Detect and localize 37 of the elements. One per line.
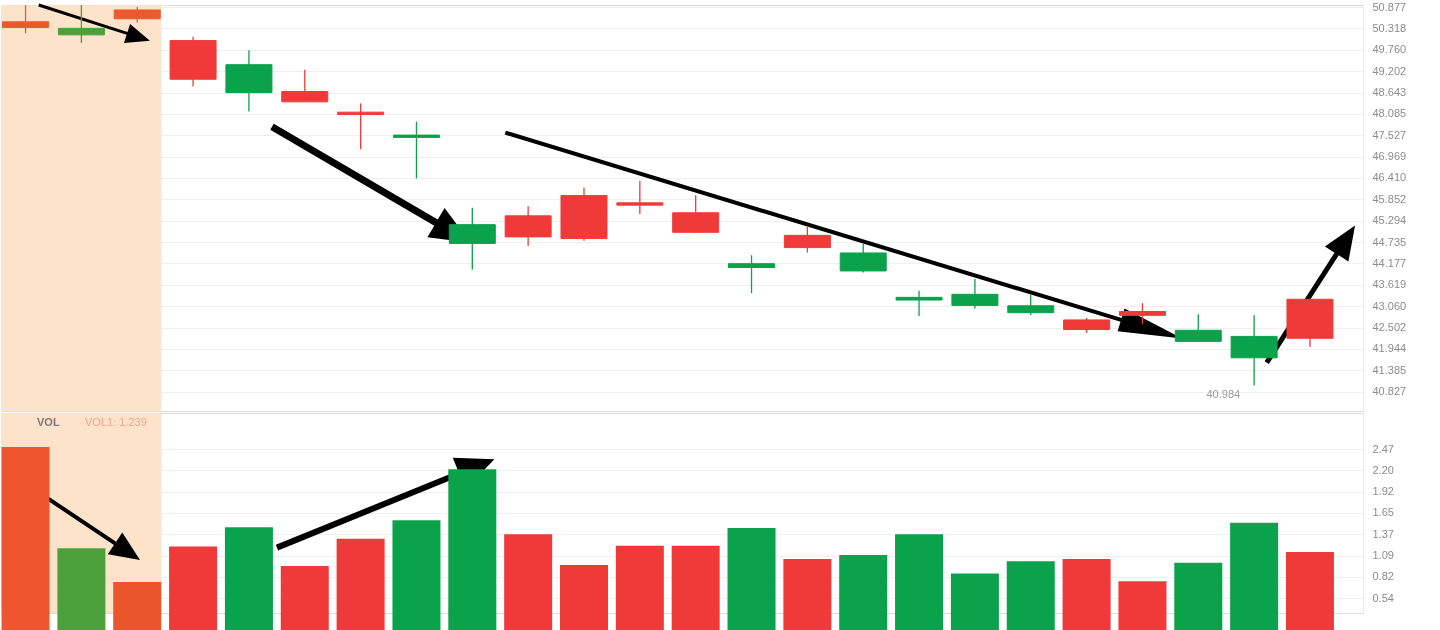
y-tick-label: 0.82 bbox=[1372, 570, 1394, 583]
candlestick bbox=[2, 4, 50, 34]
y-tick-label: 42.502 bbox=[1372, 321, 1407, 333]
candlestick bbox=[337, 102, 385, 150]
y-tick-label: 1.92 bbox=[1372, 485, 1394, 498]
y-tick-label: 44.177 bbox=[1372, 256, 1407, 269]
y-tick-label: 41.944 bbox=[1372, 342, 1407, 355]
y-tick-label: 40.827 bbox=[1372, 385, 1407, 398]
y-tick-label: 50.318 bbox=[1372, 21, 1407, 34]
y-tick-label: 49.202 bbox=[1372, 64, 1407, 77]
candlestick bbox=[57, 4, 105, 44]
annotation: 40.984 bbox=[1206, 387, 1241, 400]
annotation: VOL1: 1.239 bbox=[85, 416, 147, 428]
chart-title: VOL bbox=[37, 416, 60, 428]
y-tick-label: 45.852 bbox=[1372, 192, 1407, 205]
y-tick-label: 2.47 bbox=[1372, 442, 1394, 455]
y-tick-label: 1.37 bbox=[1372, 527, 1394, 540]
y-tick-label: 46.410 bbox=[1372, 171, 1407, 184]
y-tick-label: 1.65 bbox=[1372, 506, 1394, 519]
candlestick bbox=[895, 290, 943, 317]
y-tick-label: 46.969 bbox=[1372, 150, 1407, 163]
candlestick bbox=[616, 180, 664, 215]
y-tick-label: 49.760 bbox=[1372, 43, 1407, 56]
candlestick bbox=[728, 254, 776, 294]
y-tick-label: 48.085 bbox=[1372, 107, 1407, 120]
y-tick-label: 48.643 bbox=[1372, 86, 1407, 99]
y-tick-label: 45.294 bbox=[1372, 214, 1407, 227]
y-tick-label: 2.20 bbox=[1372, 463, 1394, 476]
y-tick-label: 43.060 bbox=[1372, 299, 1407, 312]
y-tick-label: 0.54 bbox=[1372, 591, 1394, 604]
y-tick-label: 41.385 bbox=[1372, 363, 1407, 376]
candlestick bbox=[392, 121, 440, 179]
y-tick-label: 44.735 bbox=[1372, 235, 1407, 248]
y-tick-label: 50.877 bbox=[1372, 0, 1407, 13]
y-tick-label: 47.527 bbox=[1372, 128, 1407, 141]
y-tick-label: 43.619 bbox=[1372, 278, 1407, 291]
y-tick-label: 1.09 bbox=[1372, 549, 1394, 562]
